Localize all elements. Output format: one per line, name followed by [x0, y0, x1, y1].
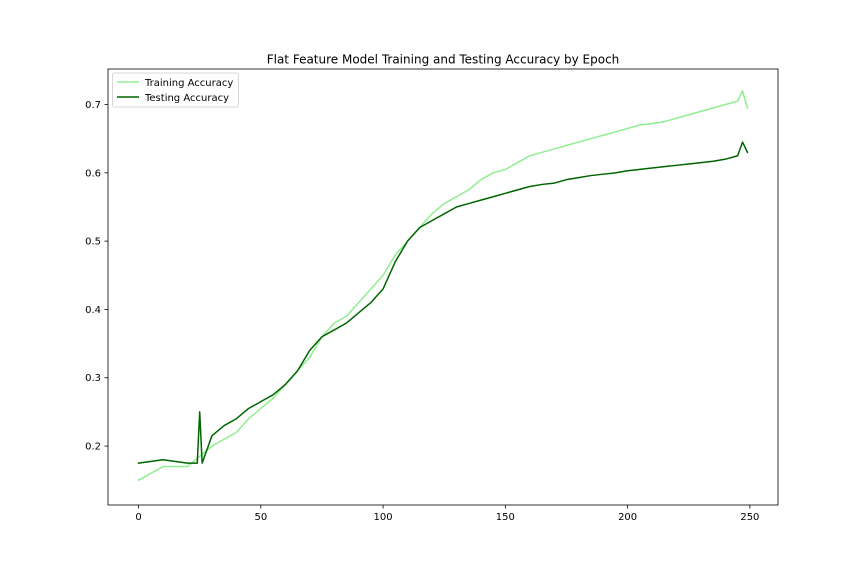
series-line-testing	[137, 141, 749, 464]
series-layer	[137, 90, 749, 482]
legend-box	[112, 72, 239, 108]
y-tick-label: 0.5	[85, 237, 101, 248]
x-tick-label: 250	[740, 512, 759, 523]
x-tick-label: 50	[254, 512, 267, 523]
plot-area	[108, 69, 778, 505]
legend-label-training: Training Accuracy	[144, 78, 233, 89]
plot-frame	[107, 68, 779, 506]
legend: Training Accuracy Testing Accuracy	[112, 72, 239, 108]
legend-label-testing: Testing Accuracy	[144, 93, 229, 104]
y-tick-label: 0.3	[85, 373, 101, 384]
x-tick-label: 150	[496, 512, 515, 523]
chart-title: Flat Feature Model Training and Testing …	[267, 53, 620, 67]
series-line-training	[137, 90, 749, 482]
y-tick-label: 0.7	[85, 100, 101, 111]
x-tick-label: 0	[135, 512, 141, 523]
axis-layer: 0 50 100 150 200 250 0.2 0.3 0.4 0.5 0.6 0.7	[85, 100, 759, 523]
x-tick-label: 100	[374, 512, 393, 523]
x-tick-label: 200	[618, 512, 637, 523]
y-tick-label: 0.6	[85, 168, 101, 179]
y-tick-label: 0.4	[85, 305, 101, 316]
y-tick-label: 0.2	[85, 442, 101, 453]
